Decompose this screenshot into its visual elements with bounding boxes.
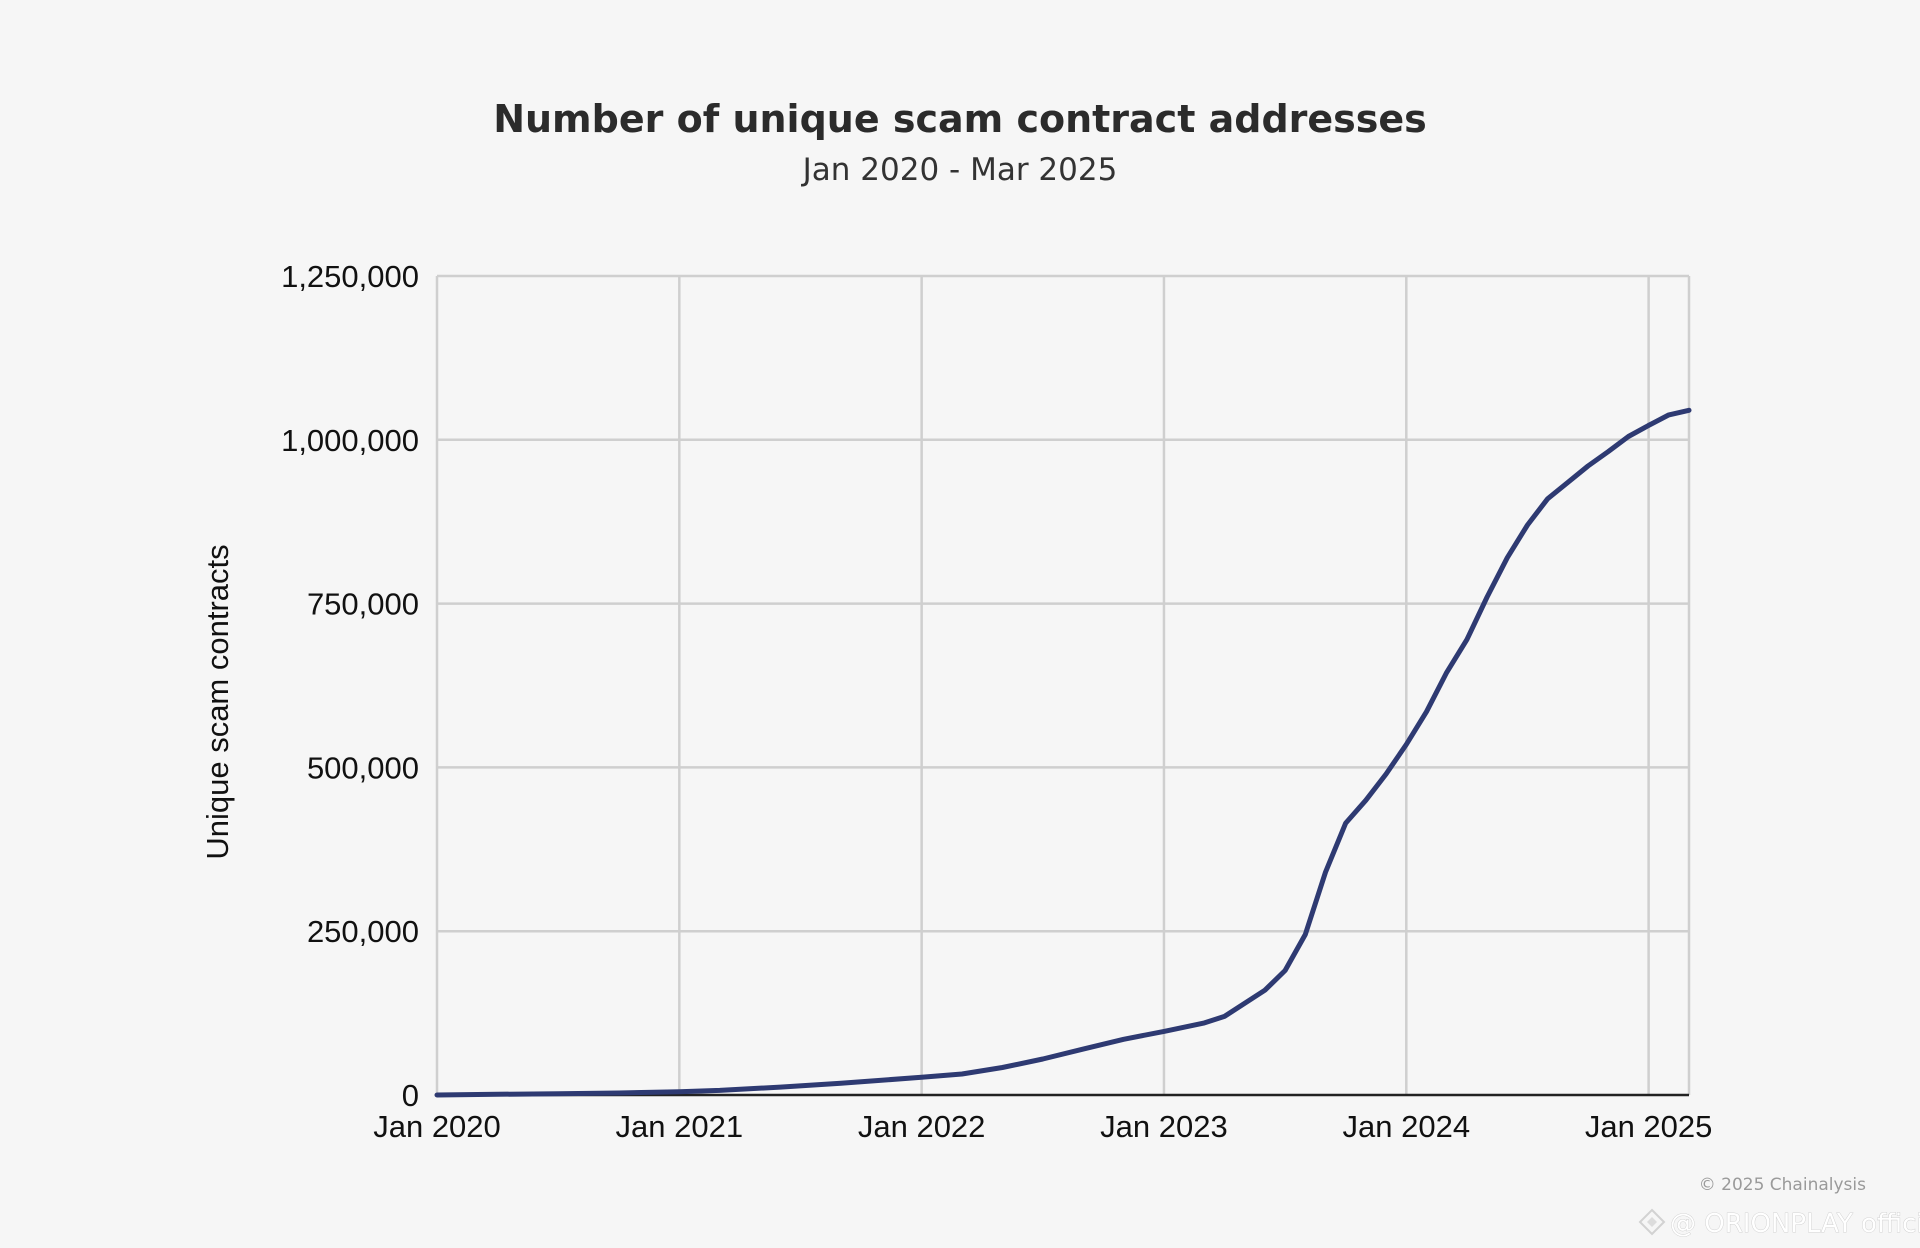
chart-subtitle: Jan 2020 - Mar 2025 xyxy=(801,152,1118,188)
y-tick-label: 1,000,000 xyxy=(281,423,419,458)
y-tick-label: 500,000 xyxy=(307,750,419,785)
y-axis-tick-labels: 0 250,000 500,000 750,000 1,000,000 1,250,000 xyxy=(281,259,419,1113)
y-tick-label: 250,000 xyxy=(307,914,419,949)
watermark-logo-icon xyxy=(1638,1208,1666,1236)
x-tick-label: Jan 2024 xyxy=(1343,1109,1471,1144)
watermark-text: @ ORIONPLAY official xyxy=(1670,1209,1920,1239)
x-tick-label: Jan 2020 xyxy=(373,1109,501,1144)
y-tick-label: 0 xyxy=(402,1078,419,1113)
series-layer xyxy=(434,407,1692,1098)
series-line xyxy=(434,407,1692,1098)
watermark: @ ORIONPLAY official xyxy=(1638,1208,1920,1239)
x-tick-label: Jan 2022 xyxy=(858,1109,986,1144)
y-tick-label: 750,000 xyxy=(307,587,419,622)
copyright-credit: © 2025 Chainalysis xyxy=(1699,1175,1866,1195)
x-tick-label: Jan 2025 xyxy=(1585,1109,1713,1144)
x-tick-label: Jan 2023 xyxy=(1100,1109,1228,1144)
x-tick-label: Jan 2021 xyxy=(616,1109,744,1144)
y-axis-title: Unique scam contracts xyxy=(200,544,235,859)
chart-title: Number of unique scam contract addresses xyxy=(493,97,1427,141)
y-tick-label: 1,250,000 xyxy=(281,259,419,294)
gridlines xyxy=(435,274,1691,1095)
x-axis-tick-labels: Jan 2020 Jan 2021 Jan 2022 Jan 2023 Jan 2024… xyxy=(373,1109,1712,1144)
